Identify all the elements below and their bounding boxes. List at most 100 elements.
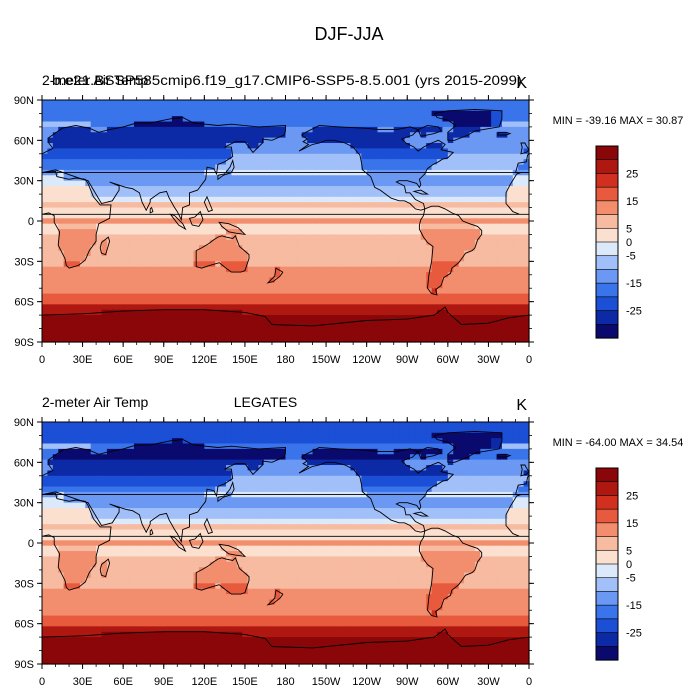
heatmap-cell — [155, 100, 162, 106]
heatmap-cell — [150, 454, 157, 461]
heatmap-cell — [47, 293, 54, 300]
heatmap-cell — [139, 159, 146, 166]
heatmap-cell — [480, 121, 487, 128]
heatmap-cell — [42, 159, 49, 166]
heatmap-cell — [312, 110, 319, 117]
heatmap-cell — [123, 196, 130, 203]
heatmap-cell — [90, 255, 97, 262]
heatmap-cell — [382, 148, 389, 155]
heatmap-cell — [42, 315, 49, 322]
heatmap-cell — [258, 175, 265, 182]
heatmap-cell — [415, 191, 422, 198]
heatmap-cell — [253, 100, 260, 106]
heatmap-cell — [139, 175, 146, 182]
panel-units: K — [516, 75, 527, 92]
heatmap-cell — [317, 298, 324, 305]
heatmap-cell — [301, 100, 308, 106]
heatmap-cell — [317, 186, 324, 193]
heatmap-cell — [458, 159, 465, 166]
heatmap-cell — [209, 304, 216, 311]
heatmap-cell — [242, 196, 249, 203]
heatmap-cell — [225, 293, 232, 300]
heatmap-cell — [523, 121, 530, 128]
heatmap-cell — [447, 218, 454, 225]
heatmap-cell — [204, 126, 211, 133]
heatmap-cell — [253, 223, 260, 230]
heatmap-cell — [507, 196, 514, 203]
colorbar-label: 5 — [626, 223, 632, 235]
heatmap-cell — [393, 110, 400, 117]
heatmap-cell — [485, 239, 492, 246]
heatmap-cell — [334, 298, 341, 305]
heatmap-cell — [501, 250, 508, 257]
heatmap-cell — [182, 331, 189, 338]
heatmap-cell — [366, 116, 373, 123]
heatmap-cell — [382, 336, 389, 343]
heatmap-cell — [501, 218, 508, 225]
heatmap-cell — [188, 212, 195, 219]
heatmap-cell — [139, 266, 146, 273]
heatmap-cell — [437, 229, 444, 236]
heatmap-cell — [458, 137, 465, 144]
heatmap-cell — [393, 459, 400, 466]
heatmap-cell — [274, 272, 281, 279]
heatmap-cell — [469, 110, 476, 117]
heatmap-cell — [220, 255, 227, 262]
heatmap-cell — [447, 234, 454, 241]
heatmap-cell — [258, 180, 265, 187]
heatmap-cell — [242, 454, 249, 461]
heatmap-cell — [426, 309, 433, 316]
heatmap-cell — [128, 116, 135, 123]
heatmap-cell — [188, 266, 195, 273]
heatmap-cell — [453, 454, 460, 461]
heatmap-cell — [350, 266, 357, 273]
heatmap-cell — [301, 153, 308, 160]
heatmap-cell — [485, 261, 492, 268]
heatmap-cell — [323, 218, 330, 225]
heatmap-cell — [377, 261, 384, 268]
heatmap-cell — [507, 250, 514, 257]
heatmap-cell — [42, 293, 49, 300]
heatmap-cell — [501, 239, 508, 246]
heatmap-cell — [458, 180, 465, 187]
heatmap-cell — [144, 336, 151, 343]
heatmap-cell — [144, 448, 151, 455]
heatmap-cell — [350, 121, 357, 128]
heatmap-cell — [220, 239, 227, 246]
heatmap-cell — [247, 255, 254, 262]
heatmap-cell — [334, 315, 341, 322]
heatmap-cell — [366, 164, 373, 171]
heatmap-cell — [204, 105, 211, 112]
heatmap-cell — [469, 277, 476, 284]
heatmap-cell — [52, 126, 59, 133]
heatmap-cell — [464, 143, 471, 149]
heatmap-cell — [447, 191, 454, 198]
heatmap-cell — [47, 212, 54, 219]
heatmap-cell — [518, 126, 525, 133]
heatmap-cell — [144, 212, 151, 219]
heatmap-cell — [263, 180, 270, 187]
heatmap-cell — [280, 320, 287, 327]
heatmap-cell — [253, 239, 260, 246]
heatmap-cell — [382, 196, 389, 203]
heatmap-cell — [453, 196, 460, 203]
heatmap-cell — [209, 266, 216, 273]
heatmap-cell — [242, 153, 249, 160]
heatmap-cell — [220, 266, 227, 273]
heatmap-cell — [155, 325, 162, 332]
heatmap-cell — [366, 443, 373, 450]
heatmap-cell — [328, 100, 335, 106]
coastline-eurasia — [41, 117, 286, 222]
heatmap-cell — [485, 110, 492, 117]
heatmap-cell — [106, 315, 113, 322]
heatmap-cell — [290, 288, 297, 295]
heatmap-cell — [47, 454, 54, 461]
heatmap-cell — [166, 443, 173, 450]
heatmap-cell — [296, 309, 303, 316]
heatmap-cell — [317, 293, 324, 300]
heatmap-cell — [193, 234, 200, 241]
heatmap-cell — [209, 325, 216, 332]
heatmap-cell — [177, 288, 184, 295]
heatmap-cell — [117, 282, 124, 289]
heatmap-cell — [74, 132, 81, 139]
